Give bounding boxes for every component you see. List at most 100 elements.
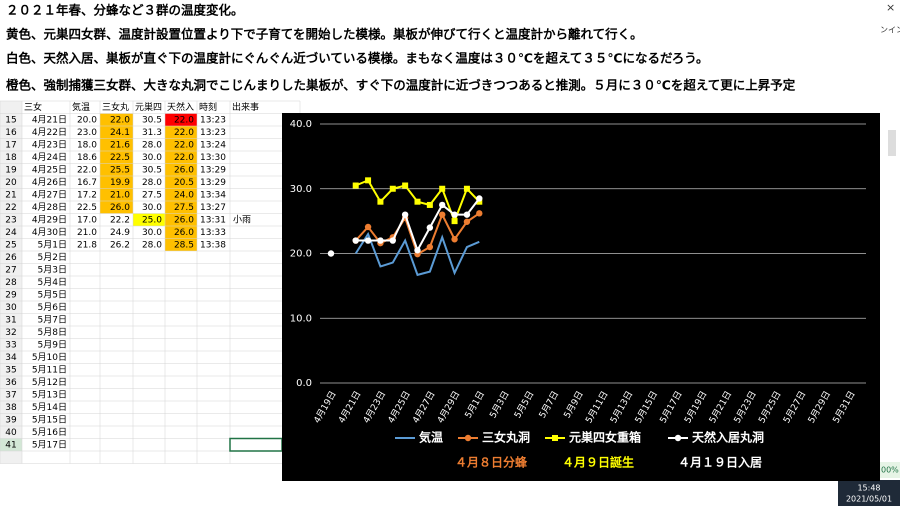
row-number: 37 — [5, 390, 16, 400]
point — [364, 237, 372, 244]
point — [439, 201, 446, 209]
cell-text: 5月3日 — [38, 264, 67, 275]
cell-text: 24.0 — [174, 190, 194, 200]
row-number: 36 — [5, 378, 17, 388]
row-number: 35 — [5, 365, 16, 375]
cell-text: 13:23 — [200, 128, 226, 138]
legend-marker — [552, 435, 558, 441]
cell-text: 5月8日 — [38, 327, 67, 338]
cell-text: 5月13日 — [32, 389, 67, 400]
point — [364, 223, 372, 231]
ribbon-label: ンイン — [880, 26, 900, 35]
row-number: 41 — [5, 440, 16, 450]
cell-text: 16.7 — [77, 178, 97, 188]
cell-text: 30.5 — [142, 115, 162, 125]
y-tick-label: 10.0 — [290, 313, 312, 324]
row-number: 30 — [5, 303, 17, 313]
annotation: ４月８日分蜂 — [455, 455, 528, 470]
cell-text: 5月17日 — [32, 439, 67, 450]
cell-fill — [100, 113, 133, 126]
cell-text: 4月24日 — [32, 152, 67, 163]
active-row — [0, 438, 22, 451]
cell-text: 21.0 — [77, 228, 97, 238]
cell-text: 30.0 — [142, 153, 162, 163]
cell-text: 26.0 — [174, 228, 194, 238]
point — [476, 195, 483, 202]
point — [401, 211, 409, 218]
point — [463, 218, 471, 225]
row-number: 15 — [5, 115, 16, 125]
header-line: 黄色、元巣四女群、温度計設置位置より下で子育てを開始した模様。巣板が伸びて行くと… — [6, 27, 643, 42]
header-line: 橙色、強制捕獲三女群、大きな丸洞でこじんまりした巣板が、すぐ下の温度計に近づきつ… — [6, 78, 796, 93]
point — [352, 182, 359, 189]
point — [365, 177, 372, 184]
cell-text: 5月6日 — [38, 302, 67, 313]
point — [426, 224, 434, 231]
row-number: 31 — [5, 315, 16, 325]
row-number: 27 — [5, 265, 16, 275]
cell-fill — [165, 188, 197, 201]
cell-text: 21.6 — [110, 140, 130, 150]
cell-fill — [100, 151, 133, 164]
taskbar — [838, 480, 900, 506]
close-icon[interactable]: × — [886, 1, 895, 14]
point — [402, 182, 409, 189]
cell-text: 17.0 — [77, 215, 97, 225]
scrollbar[interactable] — [888, 130, 896, 156]
cell-text: 13:24 — [200, 140, 226, 150]
chart-area — [282, 113, 880, 481]
clock-time: 15:48 — [857, 484, 880, 493]
point — [476, 210, 483, 217]
cell-text: 13:29 — [200, 165, 226, 175]
column-label: 三女 — [24, 101, 42, 113]
cell-text: 4月29日 — [32, 214, 67, 225]
cell-text: 18.0 — [77, 140, 97, 150]
column-label: 出来事 — [232, 101, 259, 113]
point — [451, 218, 458, 225]
point — [426, 201, 433, 208]
cell-fill — [165, 238, 197, 251]
point — [439, 211, 446, 218]
point — [414, 198, 421, 205]
zoom-label: 00% — [881, 466, 899, 475]
cell-text: 5月15日 — [32, 414, 67, 425]
cell-text: 17.2 — [77, 190, 97, 200]
column-label: 時刻 — [199, 101, 217, 113]
point — [476, 198, 483, 205]
cell-text: 13:33 — [200, 228, 226, 238]
cell-text: 5月7日 — [38, 314, 67, 325]
cell-text: 13:38 — [200, 240, 226, 250]
cell-text: 4月26日 — [32, 177, 67, 188]
cell-fill — [100, 201, 133, 214]
row-number: 19 — [5, 165, 17, 175]
cell-text: 25.5 — [110, 165, 130, 175]
cell-text: 30.0 — [142, 203, 162, 213]
legend-label: 三女丸洞 — [482, 430, 530, 445]
cell-text: 26.0 — [174, 165, 194, 175]
point — [389, 185, 396, 192]
cell-text: 4月27日 — [32, 189, 67, 200]
cell-text: 5月14日 — [32, 402, 67, 413]
spreadsheet: 三女 気温 三女丸 元巣四 天然入 時刻 出来事 15 4月21日 20.0 22.0 30.5 22.… — [0, 100, 301, 464]
cell-text: 24.9 — [110, 228, 130, 238]
y-tick-label: 0.0 — [296, 378, 312, 389]
point — [352, 237, 359, 244]
y-tick-label: 30.0 — [290, 184, 312, 195]
cell-fill — [165, 213, 197, 226]
cell-text: 5月16日 — [32, 427, 67, 438]
point — [327, 250, 335, 257]
cell-text: 27.5 — [142, 190, 162, 200]
cell-fill — [165, 113, 197, 126]
cell-text: 30.5 — [142, 165, 162, 175]
row-number: 39 — [5, 415, 17, 425]
cell-text: 4月30日 — [32, 227, 67, 238]
row-header-bg — [0, 101, 22, 464]
row-number: 18 — [5, 153, 17, 163]
cell-text: 5月2日 — [38, 252, 67, 263]
cell-text: 22.5 — [110, 153, 130, 163]
cell-text: 5月9日 — [38, 339, 67, 350]
header-line: ２０２１年春、分蜂など３群の温度変化。 — [6, 3, 244, 18]
cell-fill — [165, 163, 197, 176]
cell-text: 28.0 — [142, 178, 162, 188]
